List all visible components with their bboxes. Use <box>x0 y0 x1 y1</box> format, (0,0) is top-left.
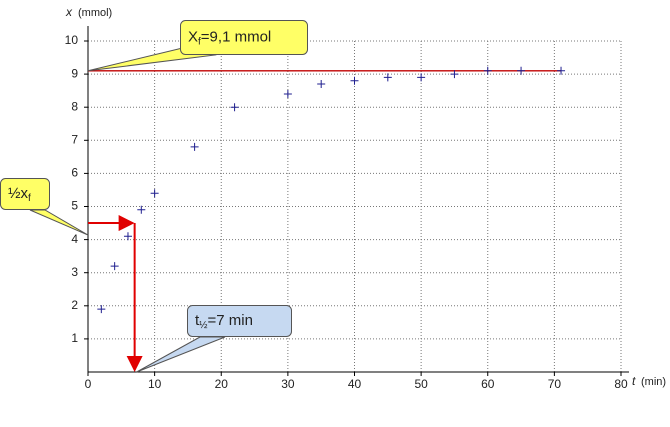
x-tick-label: 80 <box>614 377 628 391</box>
data-point <box>450 70 459 79</box>
x-tick-label: 70 <box>548 377 562 391</box>
callout-text-part: =7 min <box>208 312 253 329</box>
x-tick-label: 0 <box>85 377 92 391</box>
y-tick-label: 8 <box>71 99 78 113</box>
y-tick-label: 5 <box>71 199 78 213</box>
callout-box <box>187 305 292 337</box>
callout-pointer <box>29 209 89 236</box>
callout-pointer <box>136 336 226 373</box>
y-tick-label: 9 <box>71 66 78 80</box>
y-tick-label: 2 <box>71 298 78 312</box>
data-point <box>350 76 359 85</box>
callout-text: ½xf <box>8 185 31 204</box>
y-tick-label: 6 <box>71 166 78 180</box>
callout-text: t½=7 min <box>195 312 253 331</box>
y-axis-label: x <box>65 5 73 19</box>
data-point <box>97 305 106 314</box>
callout-text: Xf=9,1 mmol <box>188 28 271 47</box>
data-point <box>150 189 159 198</box>
data-point <box>137 205 146 214</box>
data-point <box>557 66 566 75</box>
callout-box <box>180 20 308 55</box>
x-tick-label: 40 <box>348 377 362 391</box>
data-point <box>517 66 526 75</box>
x-tick-label: 30 <box>281 377 295 391</box>
subscript: f <box>28 193 31 204</box>
y-tick-label: 10 <box>65 33 79 47</box>
y-tick-label: 1 <box>71 331 78 345</box>
y-tick-label: 4 <box>71 232 78 246</box>
data-point <box>483 66 492 75</box>
data-point <box>317 80 326 89</box>
data-point <box>230 103 239 112</box>
data-point <box>283 89 292 98</box>
x-tick-label: 50 <box>414 377 428 391</box>
callout-box <box>0 178 50 210</box>
callout-text-part: t <box>195 312 200 329</box>
y-tick-label: 3 <box>71 265 78 279</box>
x-tick-label: 20 <box>215 377 229 391</box>
data-point <box>383 73 392 82</box>
y-axis-unit: (mmol) <box>78 7 112 19</box>
callout-text-part: =9,1 mmol <box>201 28 271 45</box>
subscript: ½ <box>199 320 208 331</box>
x-axis-unit: (min) <box>641 376 666 388</box>
y-tick-label: 7 <box>71 132 78 146</box>
data-point <box>417 73 426 82</box>
data-point <box>110 262 119 271</box>
subscript: f <box>198 36 201 47</box>
x-tick-label: 10 <box>148 377 162 391</box>
callout-text-part: ½x <box>8 185 29 202</box>
data-point <box>190 142 199 151</box>
data-point <box>123 232 132 241</box>
x-tick-label: 60 <box>481 377 495 391</box>
callout-text-part: X <box>188 28 198 45</box>
x-axis-label: t <box>632 374 636 388</box>
